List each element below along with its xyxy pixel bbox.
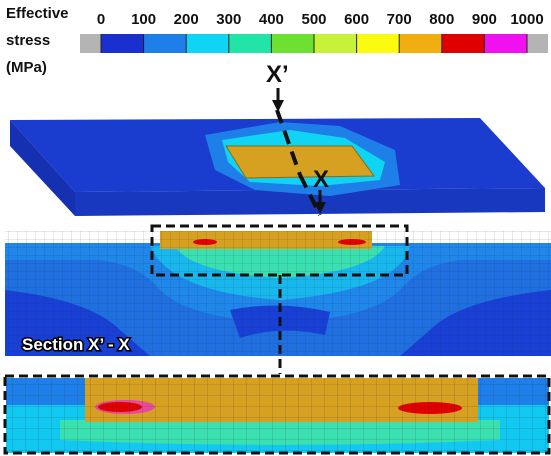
legend-swatch bbox=[144, 34, 187, 53]
legend-tick-label: 100 bbox=[131, 11, 156, 28]
legend-tick-label: 0 bbox=[97, 11, 105, 28]
section-mark: X’ bbox=[266, 61, 289, 88]
legend-tick-label: 400 bbox=[259, 11, 284, 28]
legend-swatch bbox=[399, 34, 442, 53]
legend-tick-label: 600 bbox=[344, 11, 369, 28]
legend-swatch bbox=[484, 34, 527, 53]
legend-tick-label: 300 bbox=[216, 11, 241, 28]
legend-swatch bbox=[186, 34, 229, 53]
plate-3d bbox=[10, 110, 545, 216]
legend-tick-label: 1000 bbox=[510, 11, 543, 28]
legend-tick-label: 200 bbox=[174, 11, 199, 28]
legend-swatch bbox=[229, 34, 272, 53]
legend-title: Effective bbox=[6, 5, 69, 22]
legend-tick-label: 900 bbox=[472, 11, 497, 28]
zoom-view bbox=[5, 376, 549, 453]
figure: Effective stress (MPa) 0 100 200 300 400 500 6… bbox=[0, 0, 551, 456]
legend-out-of-range bbox=[80, 34, 101, 53]
legend-swatch bbox=[314, 34, 357, 53]
legend-title: (MPa) bbox=[6, 59, 47, 76]
section-mark: X bbox=[313, 166, 329, 193]
legend-title: stress bbox=[6, 32, 50, 49]
section-label: Section X’ - X bbox=[22, 335, 130, 354]
legend-swatch bbox=[271, 34, 314, 53]
legend-swatch bbox=[357, 34, 400, 53]
legend-tick-label: 700 bbox=[387, 11, 412, 28]
legend-swatch bbox=[101, 34, 144, 53]
legend-swatch bbox=[442, 34, 485, 53]
legend-tick-label: 500 bbox=[301, 11, 326, 28]
legend-out-of-range bbox=[527, 34, 548, 53]
legend-tick-label: 800 bbox=[429, 11, 454, 28]
